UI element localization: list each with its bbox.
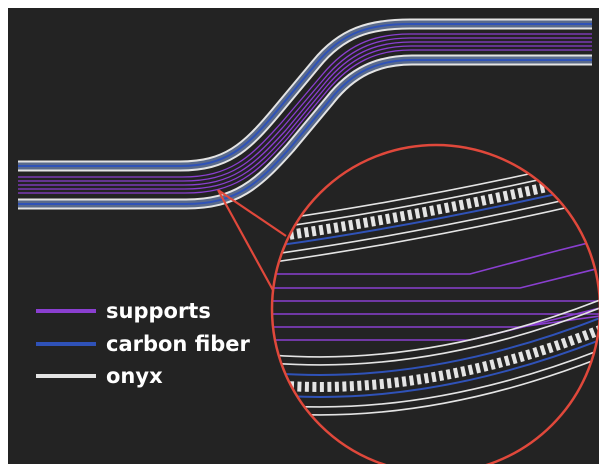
legend-item-carbon-fiber: carbon fiber xyxy=(36,332,251,356)
legend-item-supports: supports xyxy=(36,299,211,323)
legend-item-onyx: onyx xyxy=(36,364,163,388)
legend-label-supports: supports xyxy=(106,299,211,323)
zoom-top-wall xyxy=(272,157,599,265)
upper-wall-carbon-fiber xyxy=(18,23,592,167)
zoom-circle-border xyxy=(270,143,599,464)
legend: supports carbon fiber onyx xyxy=(36,299,251,388)
magnified-detail xyxy=(270,143,599,464)
legend-label-onyx: onyx xyxy=(106,364,163,388)
support-infill xyxy=(18,33,592,194)
s-curve-part xyxy=(18,18,592,210)
zoom-callout-lines xyxy=(217,189,287,293)
lower-wall-carbon-fiber xyxy=(18,59,592,205)
legend-label-carbon-fiber: carbon fiber xyxy=(106,332,251,356)
